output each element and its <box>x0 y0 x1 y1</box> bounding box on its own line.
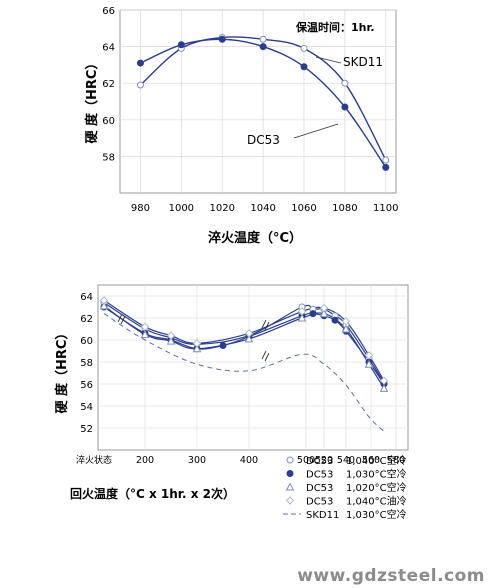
chart2-series-line-5 <box>103 313 385 432</box>
chart2-x-tick-label: 300 <box>188 455 206 466</box>
chart1-label-dc53: DC53 <box>247 133 280 147</box>
legend-condition: 1,040°C油冷 <box>346 495 407 508</box>
chart2-data-point <box>309 310 317 318</box>
chart2-data-point <box>140 322 150 332</box>
chart2-series-line-4 <box>103 299 385 382</box>
chart2-y-tick-label: 62 <box>80 314 93 325</box>
chart1-data-point <box>300 44 308 52</box>
chart2-y-tick-label: 64 <box>80 292 93 303</box>
legend-series-name: DC53 <box>306 497 333 508</box>
chart1-data-point <box>218 35 226 43</box>
chart2-data-point <box>297 307 307 316</box>
chart2-ylabel: 硬 度（HRC） <box>54 327 70 414</box>
chart1-y-tick-label: 62 <box>102 79 115 90</box>
chart2-data-point <box>166 331 176 340</box>
chart2-break-marks <box>117 313 270 362</box>
chart2-data-point <box>319 309 329 318</box>
chart2-data-point <box>341 317 351 326</box>
chart2-y-tick-label: 60 <box>80 336 93 347</box>
legend-swatch <box>286 470 294 477</box>
chart2-x-tick-label: 400 <box>240 455 258 466</box>
chart1-data-point <box>136 59 144 67</box>
chart2-data-point <box>364 351 374 360</box>
chart2-data-point <box>379 376 389 385</box>
watermark: www.gdzsteel.com <box>297 566 485 586</box>
chart2: 淬火状态 200 300 400 500 520 540 560 580 52 54 56 58 60 62… <box>54 284 409 521</box>
chart2-data-point <box>166 336 176 345</box>
legend-swatch <box>286 456 294 464</box>
chart2-data-point <box>331 316 339 324</box>
chart1-data-point <box>300 63 308 71</box>
chart1-x-tick-label: 1020 <box>209 203 234 214</box>
chart1-x-tick-label: 1040 <box>250 203 275 214</box>
chart1-data-point <box>341 103 349 111</box>
chart2-data-point <box>219 342 227 349</box>
chart2-data-point <box>244 329 254 338</box>
chart1-label-skd11: SKD11 <box>343 55 383 69</box>
legend-condition: 1,020°C空冷 <box>346 481 407 494</box>
chart1-y-tick-label: 64 <box>102 43 115 54</box>
chart1-annotation: 保温时间：1hr. <box>295 20 375 34</box>
chart1-data-point <box>259 35 267 43</box>
chart1-x-tick-label: 1100 <box>373 203 398 214</box>
legend-condition: 1,040°C空冷 <box>346 454 407 467</box>
chart1-data-point <box>136 81 144 89</box>
chart1-x-tick-label: 1060 <box>291 203 316 214</box>
chart1-xlabel: 淬火温度（°C） <box>208 230 302 246</box>
legend-swatch <box>285 496 295 505</box>
chart2-y-tick-label: 58 <box>80 358 93 369</box>
chart2-series-line-3 <box>103 305 385 389</box>
chart2-data-point <box>379 383 389 392</box>
chart2-data-point <box>99 301 109 310</box>
chart1-plot-area <box>119 9 397 194</box>
chart2-y-tick-label: 54 <box>80 402 93 413</box>
legend-series-name: DC53 <box>306 470 333 481</box>
chart2-x-tick-label: 540 <box>337 455 355 466</box>
chart1-ylabel: 硬 度（HRC） <box>84 57 100 144</box>
chart1-leader-dc53 <box>293 123 339 139</box>
chart1-data-point <box>341 79 349 87</box>
chart1-data-point <box>382 156 390 164</box>
chart1-x-tick-label: 980 <box>131 203 150 214</box>
chart2-x-tick-label: 520 <box>315 455 333 466</box>
chart1-data-point <box>177 41 185 49</box>
legend-condition: 1,030°C空冷 <box>346 508 407 521</box>
chart2-data-point <box>364 359 374 368</box>
chart1-leader-skd11 <box>315 56 342 64</box>
chart2-y-tick-label: 56 <box>80 380 93 391</box>
chart1-y-tick-label: 66 <box>102 6 115 17</box>
chart2-x-tick-label: 580 <box>387 455 405 466</box>
chart2-data-point <box>192 344 202 353</box>
legend-condition: 1,030°C空冷 <box>346 468 407 481</box>
chart2-data-point <box>192 339 202 348</box>
chart1: 980 1000 1020 1040 1060 1080 1100 58 60 62 64 66 保温… <box>84 6 399 246</box>
chart2-data-point <box>341 324 351 333</box>
legend-series-name: DC53 <box>306 483 333 494</box>
chart2-x-tick-label: 500 <box>297 455 315 466</box>
chart2-x-tick-label: 淬火状态 <box>76 454 112 466</box>
chart1-data-point <box>382 163 390 171</box>
chart2-data-point <box>244 334 254 343</box>
chart2-x-tick-label: 560 <box>362 455 380 466</box>
chart1-x-tick-label: 1000 <box>169 203 194 214</box>
chart2-legend: DC53 1,040°C空冷 DC53 1,030°C空冷 DC53 1,020°C空冷 D… <box>283 454 407 521</box>
chart2-data-point <box>140 329 150 338</box>
chart2-x-tick-label: 200 <box>136 455 154 466</box>
chart2-data-point <box>319 303 329 313</box>
chart1-y-tick-label: 60 <box>102 116 115 127</box>
chart2-data-point <box>297 313 307 322</box>
legend-swatch <box>285 482 295 491</box>
chart2-plot-area <box>97 284 409 451</box>
chart1-y-tick-label: 58 <box>102 152 115 163</box>
chart2-xlabel: 回火温度（°C x 1hr. x 2次） <box>70 486 235 501</box>
chart2-data-point <box>99 296 109 305</box>
chart2-y-tick-label: 52 <box>80 424 93 435</box>
chart1-data-point <box>259 43 267 51</box>
legend-series-name: DC53 <box>306 456 333 467</box>
chart1-x-tick-label: 1080 <box>332 203 357 214</box>
legend-series-name: SKD11 <box>306 510 339 521</box>
